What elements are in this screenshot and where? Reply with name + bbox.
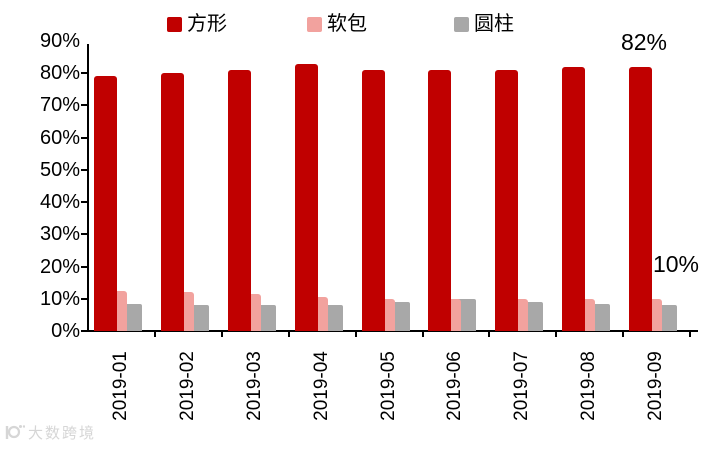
- y-axis-tick-label: 70%: [39, 94, 80, 117]
- x-tick: [154, 331, 157, 337]
- x-tick: [221, 331, 224, 337]
- legend-swatch-square-icon: [307, 16, 322, 32]
- x-axis-tick-label: 2019-09: [644, 351, 666, 421]
- y-tick: [81, 265, 88, 268]
- x-tick: [688, 331, 691, 337]
- y-axis-tick-label: 90%: [39, 30, 80, 52]
- y-axis-tick-label: 40%: [39, 191, 80, 214]
- y-tick: [81, 201, 88, 204]
- x-axis-tick-label: 2019-07: [511, 351, 533, 421]
- legend-item-fangxing: 方形: [167, 12, 227, 36]
- bar: [227, 70, 251, 331]
- legend-item-yuanzhu: 圆柱: [454, 12, 514, 36]
- annotation-82pct: 82%: [620, 29, 668, 55]
- x-tick: [488, 331, 491, 337]
- y-tick: [81, 168, 88, 171]
- y-tick: [81, 330, 88, 332]
- x-axis-line: [87, 330, 698, 332]
- x-tick: [555, 331, 558, 337]
- bar: [495, 70, 519, 331]
- bar: [94, 76, 118, 331]
- watermark: 大数跨境: [3, 422, 96, 443]
- y-axis-tick-label: 30%: [39, 223, 80, 246]
- x-axis-tick-label: 2019-02: [177, 351, 199, 421]
- y-tick: [81, 233, 88, 236]
- x-axis-tick-label: 2019-01: [110, 351, 132, 421]
- y-axis-tick-label: 0%: [51, 320, 80, 342]
- x-axis-tick-label: 2019-04: [310, 351, 332, 421]
- y-axis-tick-label: 20%: [39, 255, 80, 278]
- legend-label: 软包: [327, 13, 367, 35]
- bar: [628, 66, 652, 331]
- legend-item-ruanbao: 软包: [307, 12, 367, 36]
- bar: [561, 66, 585, 331]
- y-tick: [81, 72, 88, 75]
- chart-legend: 方形 软包 圆柱: [0, 12, 716, 36]
- x-tick: [621, 331, 624, 337]
- x-axis-tick-label: 2019-05: [377, 351, 399, 421]
- legend-label: 方形: [187, 13, 227, 35]
- bar: [361, 70, 385, 331]
- x-axis-tick-label: 2019-03: [243, 351, 265, 421]
- y-tick: [81, 297, 88, 300]
- x-axis-tick-label: 2019-06: [444, 351, 466, 421]
- y-tick: [81, 104, 88, 107]
- annotation-10pct: 10%: [652, 251, 700, 277]
- x-tick: [421, 331, 424, 337]
- dashukuajing-logo-icon: [5, 424, 25, 439]
- bar: [294, 63, 318, 331]
- x-axis-tick-label: 2019-08: [577, 351, 599, 421]
- watermark-text: 大数跨境: [28, 425, 97, 442]
- y-axis-tick-label: 60%: [39, 126, 80, 149]
- bar: [428, 70, 452, 331]
- y-axis-tick-label: 50%: [39, 158, 80, 181]
- x-tick: [288, 331, 291, 337]
- y-axis-tick-label: 10%: [39, 287, 80, 310]
- y-axis-tick-label: 80%: [39, 62, 80, 85]
- bar: [161, 73, 185, 331]
- y-tick: [81, 136, 88, 139]
- legend-swatch-square-icon: [167, 16, 182, 32]
- x-tick: [354, 331, 357, 337]
- y-axis-line: [87, 44, 89, 332]
- legend-label: 圆柱: [474, 13, 514, 35]
- legend-swatch-square-icon: [454, 16, 469, 32]
